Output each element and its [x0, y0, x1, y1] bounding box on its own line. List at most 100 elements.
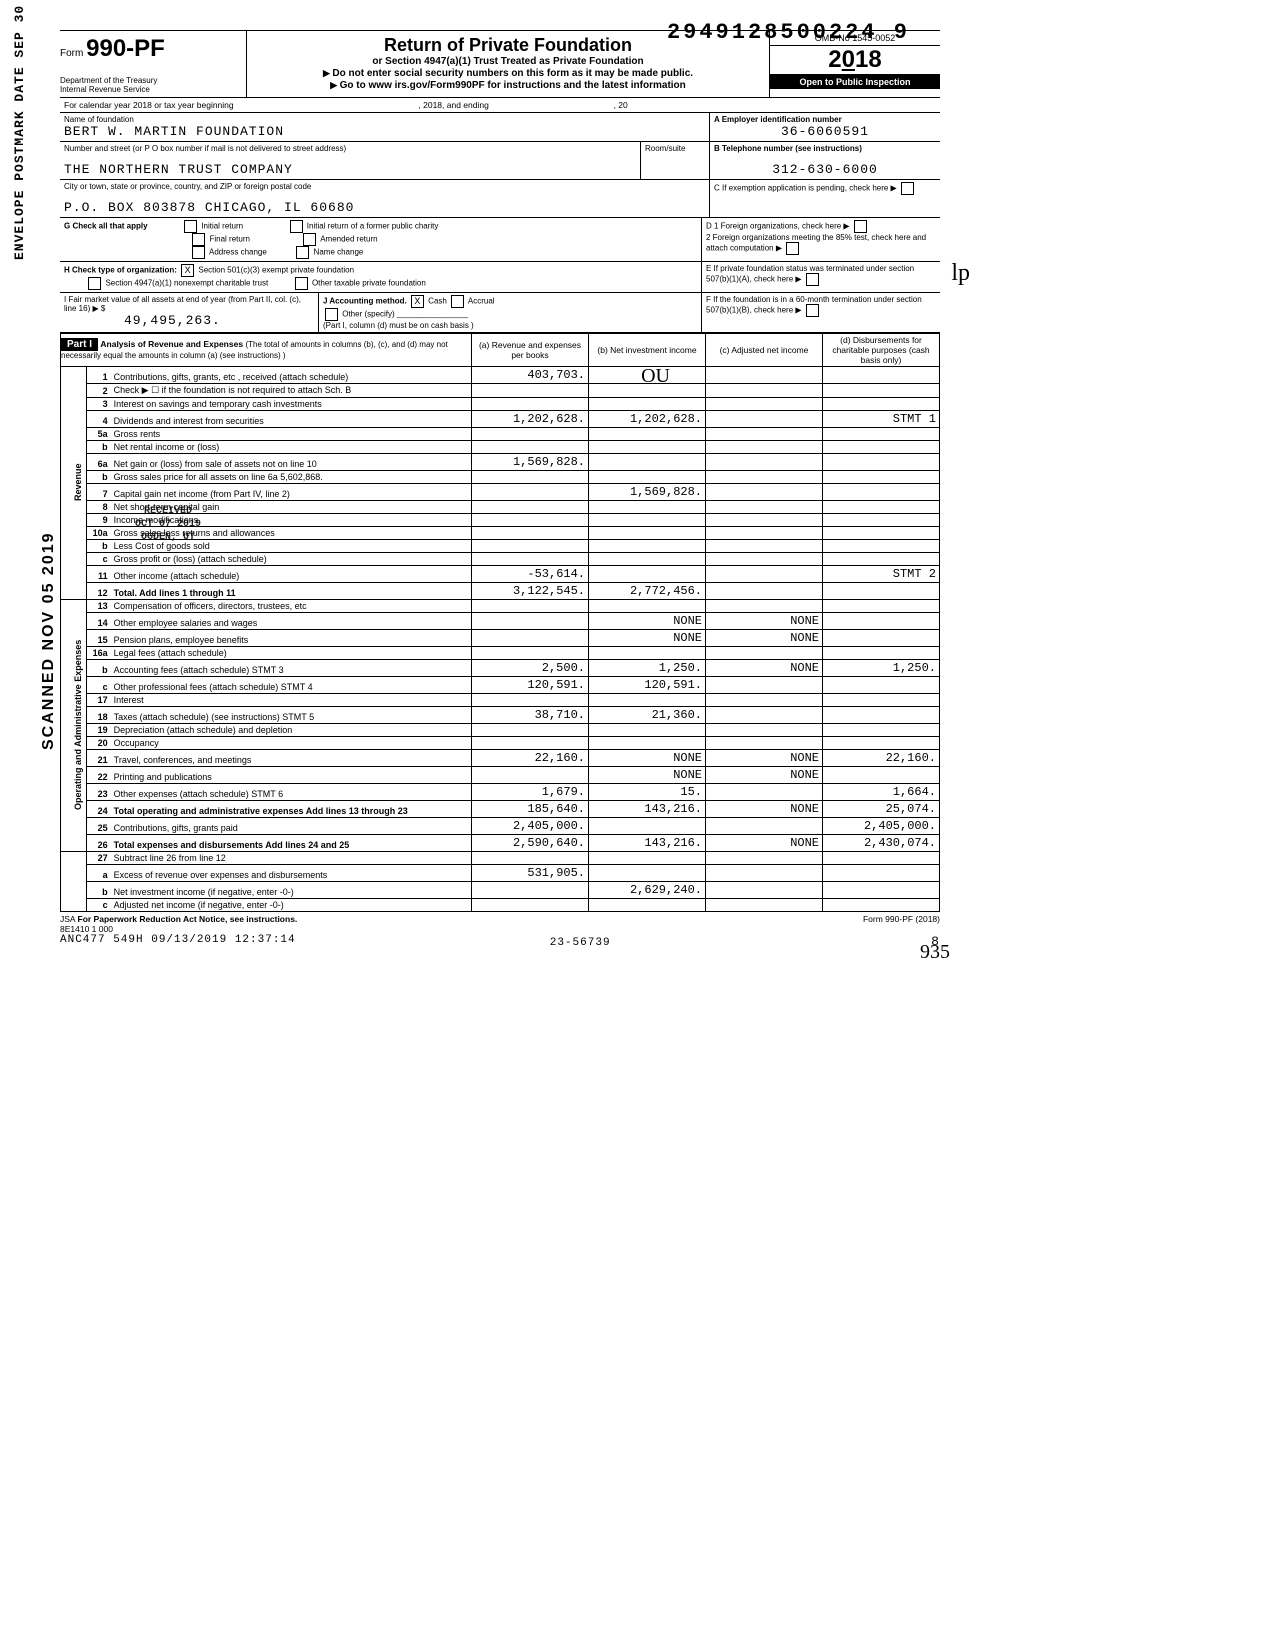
table-row: 11Other income (attach schedule)-53,614.… [61, 565, 940, 582]
line-number: 23 [86, 783, 111, 800]
amount-cell [706, 582, 823, 599]
amount-cell [589, 599, 706, 612]
line-desc: Contributions, gifts, grants, etc , rece… [111, 366, 472, 383]
line-number: c [86, 898, 111, 911]
amount-cell [823, 629, 940, 646]
amount-cell [706, 453, 823, 470]
line-desc: Adjusted net income (if negative, enter … [111, 898, 472, 911]
line-desc: Printing and publications [111, 766, 472, 783]
line-desc: Income modifications [111, 513, 472, 526]
amount-cell: 3,122,545. [472, 582, 589, 599]
amount-cell [823, 676, 940, 693]
amount-cell: 1,679. [472, 783, 589, 800]
amount-cell [823, 440, 940, 453]
line-desc: Less Cost of goods sold [111, 539, 472, 552]
table-row: 7Capital gain net income (from Part IV, … [61, 483, 940, 500]
amount-cell [706, 881, 823, 898]
amount-cell: NONE [706, 766, 823, 783]
table-row: Revenue1Contributions, gifts, grants, et… [61, 366, 940, 383]
amount-cell [472, 612, 589, 629]
amount-cell: 2,430,074. [823, 834, 940, 851]
amount-cell [472, 723, 589, 736]
amount-cell: 143,216. [589, 800, 706, 817]
amount-cell [823, 366, 940, 383]
amount-cell [706, 817, 823, 834]
amount-cell [706, 552, 823, 565]
table-row: cGross profit or (loss) (attach schedule… [61, 552, 940, 565]
amount-cell: 2,405,000. [472, 817, 589, 834]
amount-cell [472, 646, 589, 659]
footer-left: JSA For Paperwork Reduction Act Notice, … [60, 914, 297, 949]
amount-cell: 22,160. [472, 749, 589, 766]
table-row: 26Total expenses and disbursements Add l… [61, 834, 940, 851]
col-c: (c) Adjusted net income [706, 333, 823, 366]
line-desc: Check ▶ ☐ if the foundation is not requi… [111, 383, 472, 397]
line-desc: Contributions, gifts, grants paid [111, 817, 472, 834]
line-desc: Gross sales price for all assets on line… [111, 470, 472, 483]
amount-cell: 120,591. [472, 676, 589, 693]
amount-cell [589, 565, 706, 582]
box-i: I Fair market value of all assets at end… [60, 293, 319, 332]
line-desc: Interest on savings and temporary cash i… [111, 397, 472, 410]
line-number: 24 [86, 800, 111, 817]
col-a: (a) Revenue and expenses per books [472, 333, 589, 366]
amount-cell: NONE [589, 749, 706, 766]
table-row: 4Dividends and interest from securities1… [61, 410, 940, 427]
amount-cell [706, 898, 823, 911]
line-number: 18 [86, 706, 111, 723]
line-number: c [86, 676, 111, 693]
line-number: b [86, 539, 111, 552]
amount-cell [589, 817, 706, 834]
amount-cell: 2,405,000. [823, 817, 940, 834]
amount-cell: -53,614. [472, 565, 589, 582]
table-row: Operating and Administrative Expenses13C… [61, 599, 940, 612]
line-number: 5a [86, 427, 111, 440]
box-h: H Check type of organization: X Section … [60, 262, 702, 292]
line-desc: Other expenses (attach schedule) STMT 6 [111, 783, 472, 800]
category-label: Revenue [61, 366, 87, 599]
amount-cell [589, 736, 706, 749]
amount-cell [472, 513, 589, 526]
amount-cell [823, 736, 940, 749]
amount-cell: NONE [706, 834, 823, 851]
subtitle3: Go to www irs.gov/Form990PF for instruct… [253, 80, 763, 92]
amount-cell [472, 470, 589, 483]
line-number: 14 [86, 612, 111, 629]
amount-cell [589, 552, 706, 565]
line-desc: Gross profit or (loss) (attach schedule) [111, 552, 472, 565]
line-number: 11 [86, 565, 111, 582]
amount-cell: 120,591. [589, 676, 706, 693]
amount-cell [823, 612, 940, 629]
amount-cell: 1,250. [823, 659, 940, 676]
room-suite: Room/suite [640, 142, 709, 179]
amount-cell [823, 693, 940, 706]
amount-cell: NONE [706, 612, 823, 629]
postmark-stamp: ENVELOPE POSTMARK DATE SEP 30 2019 [12, 0, 27, 260]
amount-cell [472, 397, 589, 410]
line-desc: Net investment income (if negative, ente… [111, 881, 472, 898]
amount-cell [706, 736, 823, 749]
table-row: 18Taxes (attach schedule) (see instructi… [61, 706, 940, 723]
amount-cell: NONE [706, 629, 823, 646]
line-number: 20 [86, 736, 111, 749]
line-desc: Other income (attach schedule) [111, 565, 472, 582]
box-d: D 1 Foreign organizations, check here ▶ … [702, 218, 940, 261]
line-number: 3 [86, 397, 111, 410]
amount-cell [589, 539, 706, 552]
amount-cell [589, 851, 706, 864]
table-row: bAccounting fees (attach schedule) STMT … [61, 659, 940, 676]
amount-cell [706, 851, 823, 864]
amount-cell: STMT 1 [823, 410, 940, 427]
amount-cell: NONE [706, 800, 823, 817]
amount-cell [472, 383, 589, 397]
line-number: b [86, 470, 111, 483]
line-number: 15 [86, 629, 111, 646]
amount-cell [823, 851, 940, 864]
tax-year: 2018 [770, 46, 940, 75]
amount-cell [472, 483, 589, 500]
amount-cell [472, 552, 589, 565]
dept: Department of the TreasuryInternal Reven… [60, 77, 240, 95]
box-j: J Accounting method. X Cash Accrual Othe… [319, 293, 702, 332]
amount-cell: 2,772,456. [589, 582, 706, 599]
amount-cell [589, 526, 706, 539]
